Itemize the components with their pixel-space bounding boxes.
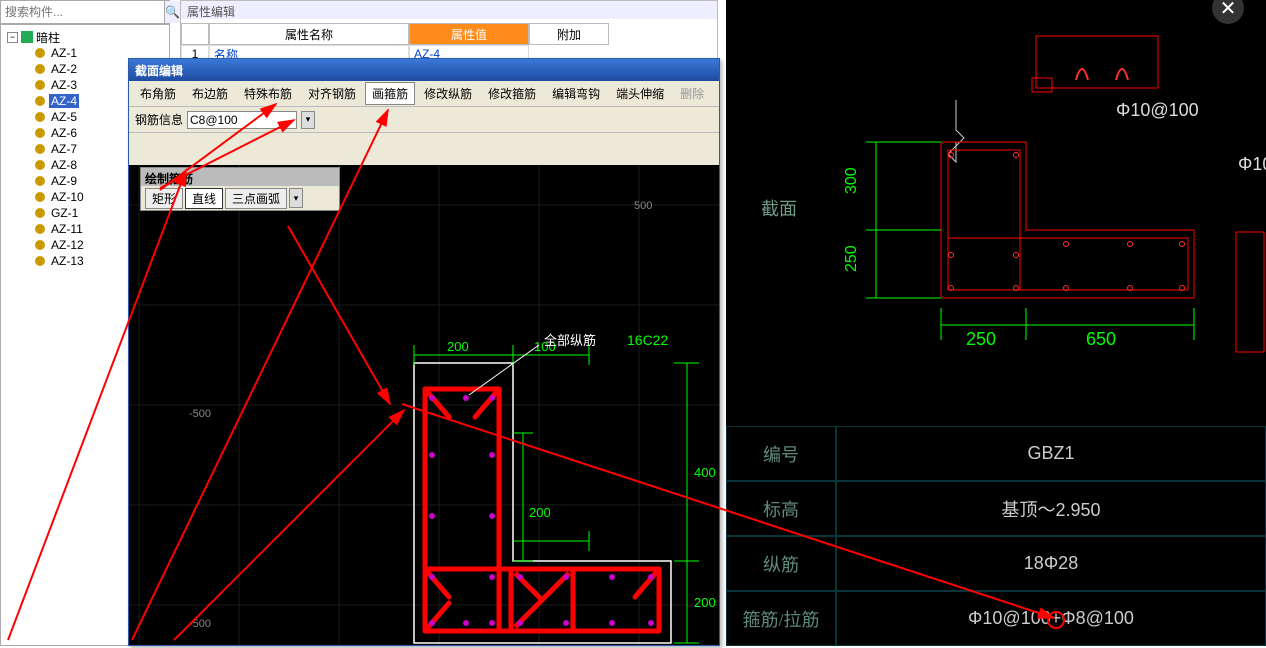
dialog-title: 截面编辑 <box>129 59 719 81</box>
tool-5[interactable]: 修改纵筋 <box>417 82 479 105</box>
info-row-2: 纵筋18Φ28 <box>726 536 1266 591</box>
tree-item-label: AZ-7 <box>49 142 79 156</box>
section-info-table: 编号GBZ1标高基顶～2.950纵筋18Φ28箍筋/拉筋Φ10@100+Φ8@1… <box>726 426 1266 646</box>
draw-stirrup-title: 绘制箍筋 <box>141 168 339 186</box>
tree-root-node[interactable]: − 暗柱 <box>5 29 169 45</box>
tree-item-label: AZ-4 <box>49 94 79 108</box>
svg-text:200: 200 <box>694 595 716 610</box>
info-label: 纵筋 <box>726 536 836 591</box>
item-icon <box>35 64 45 74</box>
shape-arc-button[interactable]: 三点画弧 <box>225 188 287 209</box>
item-icon <box>35 48 45 58</box>
item-icon <box>35 256 45 266</box>
tree-root-label: 暗柱 <box>36 29 60 46</box>
info-value: Φ10@100+Φ8@100 <box>836 591 1266 646</box>
prop-col-extra: 附加 <box>529 23 609 45</box>
svg-text:300: 300 <box>843 167 860 194</box>
tree-item-label: GZ-1 <box>49 206 80 220</box>
tool-2[interactable]: 特殊布筋 <box>237 82 299 105</box>
tool-3[interactable]: 对齐钢筋 <box>301 82 363 105</box>
svg-text:截面: 截面 <box>761 199 797 219</box>
prop-col-idx <box>181 23 209 45</box>
tool-9: 删除 <box>673 82 711 105</box>
shape-line-button[interactable]: 直线 <box>185 188 223 209</box>
tree-item-label: AZ-11 <box>49 222 85 236</box>
svg-text:200: 200 <box>529 505 551 520</box>
item-icon <box>35 240 45 250</box>
tool-4[interactable]: 画箍筋 <box>365 82 415 105</box>
column-icon <box>21 31 33 43</box>
shape-rect-button[interactable]: 矩形 <box>145 188 183 209</box>
info-label: 编号 <box>726 426 836 481</box>
tool-8[interactable]: 端头伸缩 <box>609 82 671 105</box>
item-icon <box>35 160 45 170</box>
tool-0[interactable]: 布角筋 <box>133 82 183 105</box>
property-title: 属性编辑 <box>181 1 717 19</box>
item-icon <box>35 96 45 106</box>
prop-col-name: 属性名称 <box>209 23 409 45</box>
info-value: 18Φ28 <box>836 536 1266 591</box>
svg-text:250: 250 <box>843 245 860 272</box>
property-pane: 属性编辑 属性名称 属性值 附加 1 名称 AZ-4 <box>180 0 718 60</box>
info-row-0: 编号GBZ1 <box>726 426 1266 481</box>
rebar-info-label: 钢筋信息 <box>135 111 183 128</box>
dialog-rebar-info-row: 钢筋信息 ▾ <box>129 107 719 133</box>
search-bar: 🔍 <box>0 0 170 24</box>
item-icon <box>35 192 45 202</box>
search-input[interactable] <box>1 1 164 23</box>
svg-text:-500: -500 <box>189 408 211 420</box>
tree-item-label: AZ-10 <box>49 190 86 204</box>
tool-6[interactable]: 修改箍筋 <box>481 82 543 105</box>
svg-text:200: 200 <box>447 339 469 354</box>
tree-item-label: AZ-3 <box>49 78 79 92</box>
item-icon <box>35 224 45 234</box>
property-header: 属性名称 属性值 附加 <box>181 23 717 45</box>
search-button[interactable]: 🔍 <box>164 1 180 23</box>
info-row-1: 标高基顶～2.950 <box>726 481 1266 536</box>
svg-text:全部纵筋: 全部纵筋 <box>544 333 596 348</box>
svg-text:500: 500 <box>634 200 652 212</box>
info-label: 标高 <box>726 481 836 536</box>
tool-7[interactable]: 编辑弯钩 <box>545 82 607 105</box>
item-icon <box>35 112 45 122</box>
tree-item-label: AZ-13 <box>49 254 86 268</box>
dialog-toolbar: 布角筋布边筋特殊布筋对齐钢筋画箍筋修改纵筋修改箍筋编辑弯钩端头伸缩删除 <box>129 81 719 107</box>
svg-text:16C22: 16C22 <box>627 332 668 348</box>
expand-icon[interactable]: − <box>7 32 18 43</box>
svg-text:-500: -500 <box>189 618 211 630</box>
svg-text:400: 400 <box>694 465 716 480</box>
info-label: 箍筋/拉筋 <box>726 591 836 646</box>
item-icon <box>35 128 45 138</box>
tree-item-label: AZ-6 <box>49 126 79 140</box>
tool-1[interactable]: 布边筋 <box>185 82 235 105</box>
svg-text:650: 650 <box>1086 329 1116 349</box>
tree-item-label: AZ-8 <box>49 158 79 172</box>
prop-col-value: 属性值 <box>409 23 529 45</box>
tree-item-label: AZ-12 <box>49 238 86 252</box>
item-icon <box>35 208 45 218</box>
draw-stirrup-panel: 绘制箍筋 矩形 直线 三点画弧 ▾ <box>140 167 340 211</box>
svg-text:Φ10@100: Φ10@100 <box>1116 100 1199 120</box>
item-icon <box>35 176 45 186</box>
tree-item-label: AZ-1 <box>49 46 79 60</box>
section-editor-dialog: 截面编辑 布角筋布边筋特殊布筋对齐钢筋画箍筋修改纵筋修改箍筋编辑弯钩端头伸缩删除… <box>128 58 720 646</box>
tree-item-label: AZ-9 <box>49 174 79 188</box>
tree-item-label: AZ-5 <box>49 110 79 124</box>
info-row-3: 箍筋/拉筋Φ10@100+Φ8@100 <box>726 591 1266 646</box>
rebar-info-input[interactable] <box>187 111 297 129</box>
section-canvas[interactable]: -500500-500-500200100400200200全部纵筋16C22 <box>129 165 719 645</box>
svg-text:250: 250 <box>966 329 996 349</box>
rebar-info-dropdown[interactable]: ▾ <box>301 111 315 129</box>
info-value: 基顶～2.950 <box>836 481 1266 536</box>
tree-item-label: AZ-2 <box>49 62 79 76</box>
shape-dropdown[interactable]: ▾ <box>289 188 303 208</box>
item-icon <box>35 80 45 90</box>
info-value: GBZ1 <box>836 426 1266 481</box>
svg-text:Φ10: Φ10 <box>1238 154 1266 174</box>
item-icon <box>35 144 45 154</box>
